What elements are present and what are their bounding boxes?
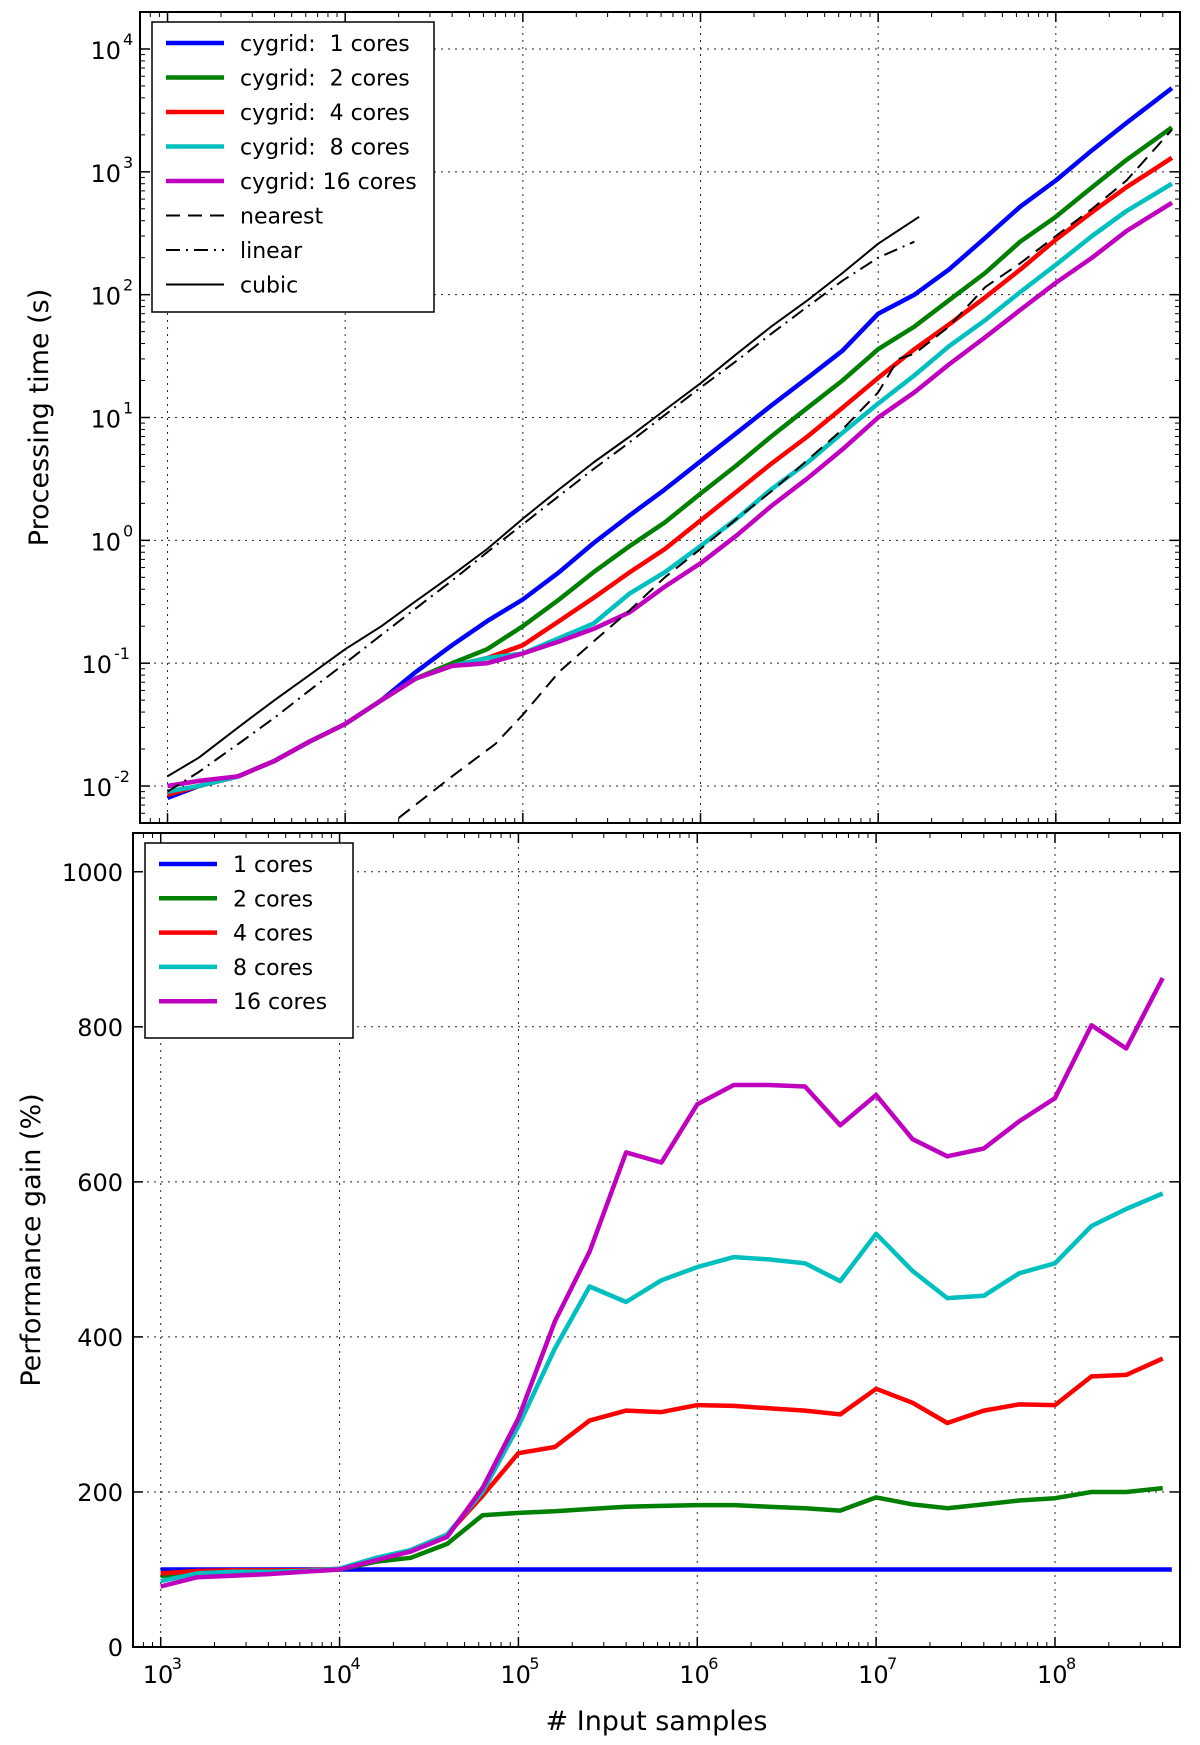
- y-tick-label: 10: [81, 774, 112, 802]
- legend-label: cygrid: 1 cores: [240, 32, 410, 57]
- y-tick-label-exponent: 4: [123, 30, 133, 49]
- series-line: [167, 200, 1174, 789]
- legend-label: linear: [240, 239, 303, 264]
- x-tick-label-exponent: 5: [529, 1654, 539, 1673]
- y-tick-label: 1000: [62, 859, 123, 887]
- series-line: [166, 240, 915, 793]
- y-axis-label: Processing time (s): [24, 289, 55, 546]
- x-tick-label-exponent: 4: [351, 1654, 361, 1673]
- y-tick-label-exponent: -1: [114, 644, 130, 663]
- x-tick-label: 10: [322, 1661, 353, 1689]
- x-tick-label: 10: [500, 1661, 531, 1689]
- legend-label: 2 cores: [233, 887, 313, 912]
- y-tick-label-exponent: 2: [123, 276, 133, 295]
- plot-frame: [132, 832, 1181, 1648]
- y-tick-label: 10: [90, 160, 121, 188]
- y-tick-label-exponent: 3: [123, 153, 133, 172]
- y-tick-label: 600: [77, 1169, 123, 1197]
- x-tick-label: 10: [679, 1661, 710, 1689]
- legend-label: cygrid: 4 cores: [240, 101, 410, 126]
- y-axis-label: Performance gain (%): [16, 1093, 47, 1386]
- series-line: [398, 129, 1173, 819]
- y-tick-label: 10: [90, 37, 121, 65]
- x-tick-label-exponent: 3: [172, 1654, 182, 1673]
- legend-label: cubic: [240, 274, 298, 299]
- y-tick-label: 400: [77, 1324, 123, 1352]
- legend-label: nearest: [240, 205, 324, 230]
- y-tick-label-exponent: 0: [123, 521, 133, 540]
- legend-label: cygrid: 16 cores: [240, 170, 417, 195]
- x-tick-label: 10: [858, 1661, 889, 1689]
- legend-label: 16 cores: [233, 990, 327, 1015]
- y-tick-label-exponent: 1: [123, 399, 133, 418]
- legend-box: [151, 21, 435, 313]
- y-tick-label: 200: [77, 1479, 123, 1507]
- y-tick-label-exponent: -2: [114, 767, 130, 786]
- y-tick-label: 800: [77, 1014, 123, 1042]
- legend-box: [144, 842, 354, 1039]
- plot-frame: [139, 11, 1181, 824]
- legend-label: cygrid: 2 cores: [240, 67, 410, 92]
- x-tick-label: 10: [1037, 1661, 1068, 1689]
- x-axis-label: # Input samples: [546, 1706, 768, 1737]
- legend: 1 cores 2 cores 4 cores 8 cores 16 cores: [144, 842, 354, 1039]
- y-tick-label: 10: [90, 283, 121, 311]
- legend-label: 8 cores: [233, 956, 313, 981]
- series-line: [160, 1191, 1164, 1584]
- legend-label: 4 cores: [233, 922, 313, 947]
- x-tick-label: 10: [143, 1661, 174, 1689]
- gain-panel: 103 104 105 106 107 10802004006008001000Perfo…: [16, 832, 1181, 1737]
- legend-label: cygrid: 8 cores: [240, 136, 410, 161]
- x-tick-label-exponent: 6: [708, 1654, 718, 1673]
- x-tick-label-exponent: 8: [1066, 1654, 1076, 1673]
- y-tick-label: 10: [90, 406, 121, 434]
- y-tick-label: 0: [108, 1634, 123, 1662]
- series-line: [160, 1485, 1163, 1578]
- y-tick-label: 10: [81, 651, 112, 679]
- series-line: [166, 215, 920, 778]
- series-line: [160, 1356, 1164, 1576]
- legend: cygrid: 1 cores cygrid: 2 cores cygrid: 4 …: [151, 21, 435, 313]
- x-tick-label-exponent: 7: [887, 1654, 897, 1673]
- legend-label: 1 cores: [233, 853, 313, 878]
- series-line: [160, 976, 1165, 1589]
- y-tick-label: 10: [90, 528, 121, 556]
